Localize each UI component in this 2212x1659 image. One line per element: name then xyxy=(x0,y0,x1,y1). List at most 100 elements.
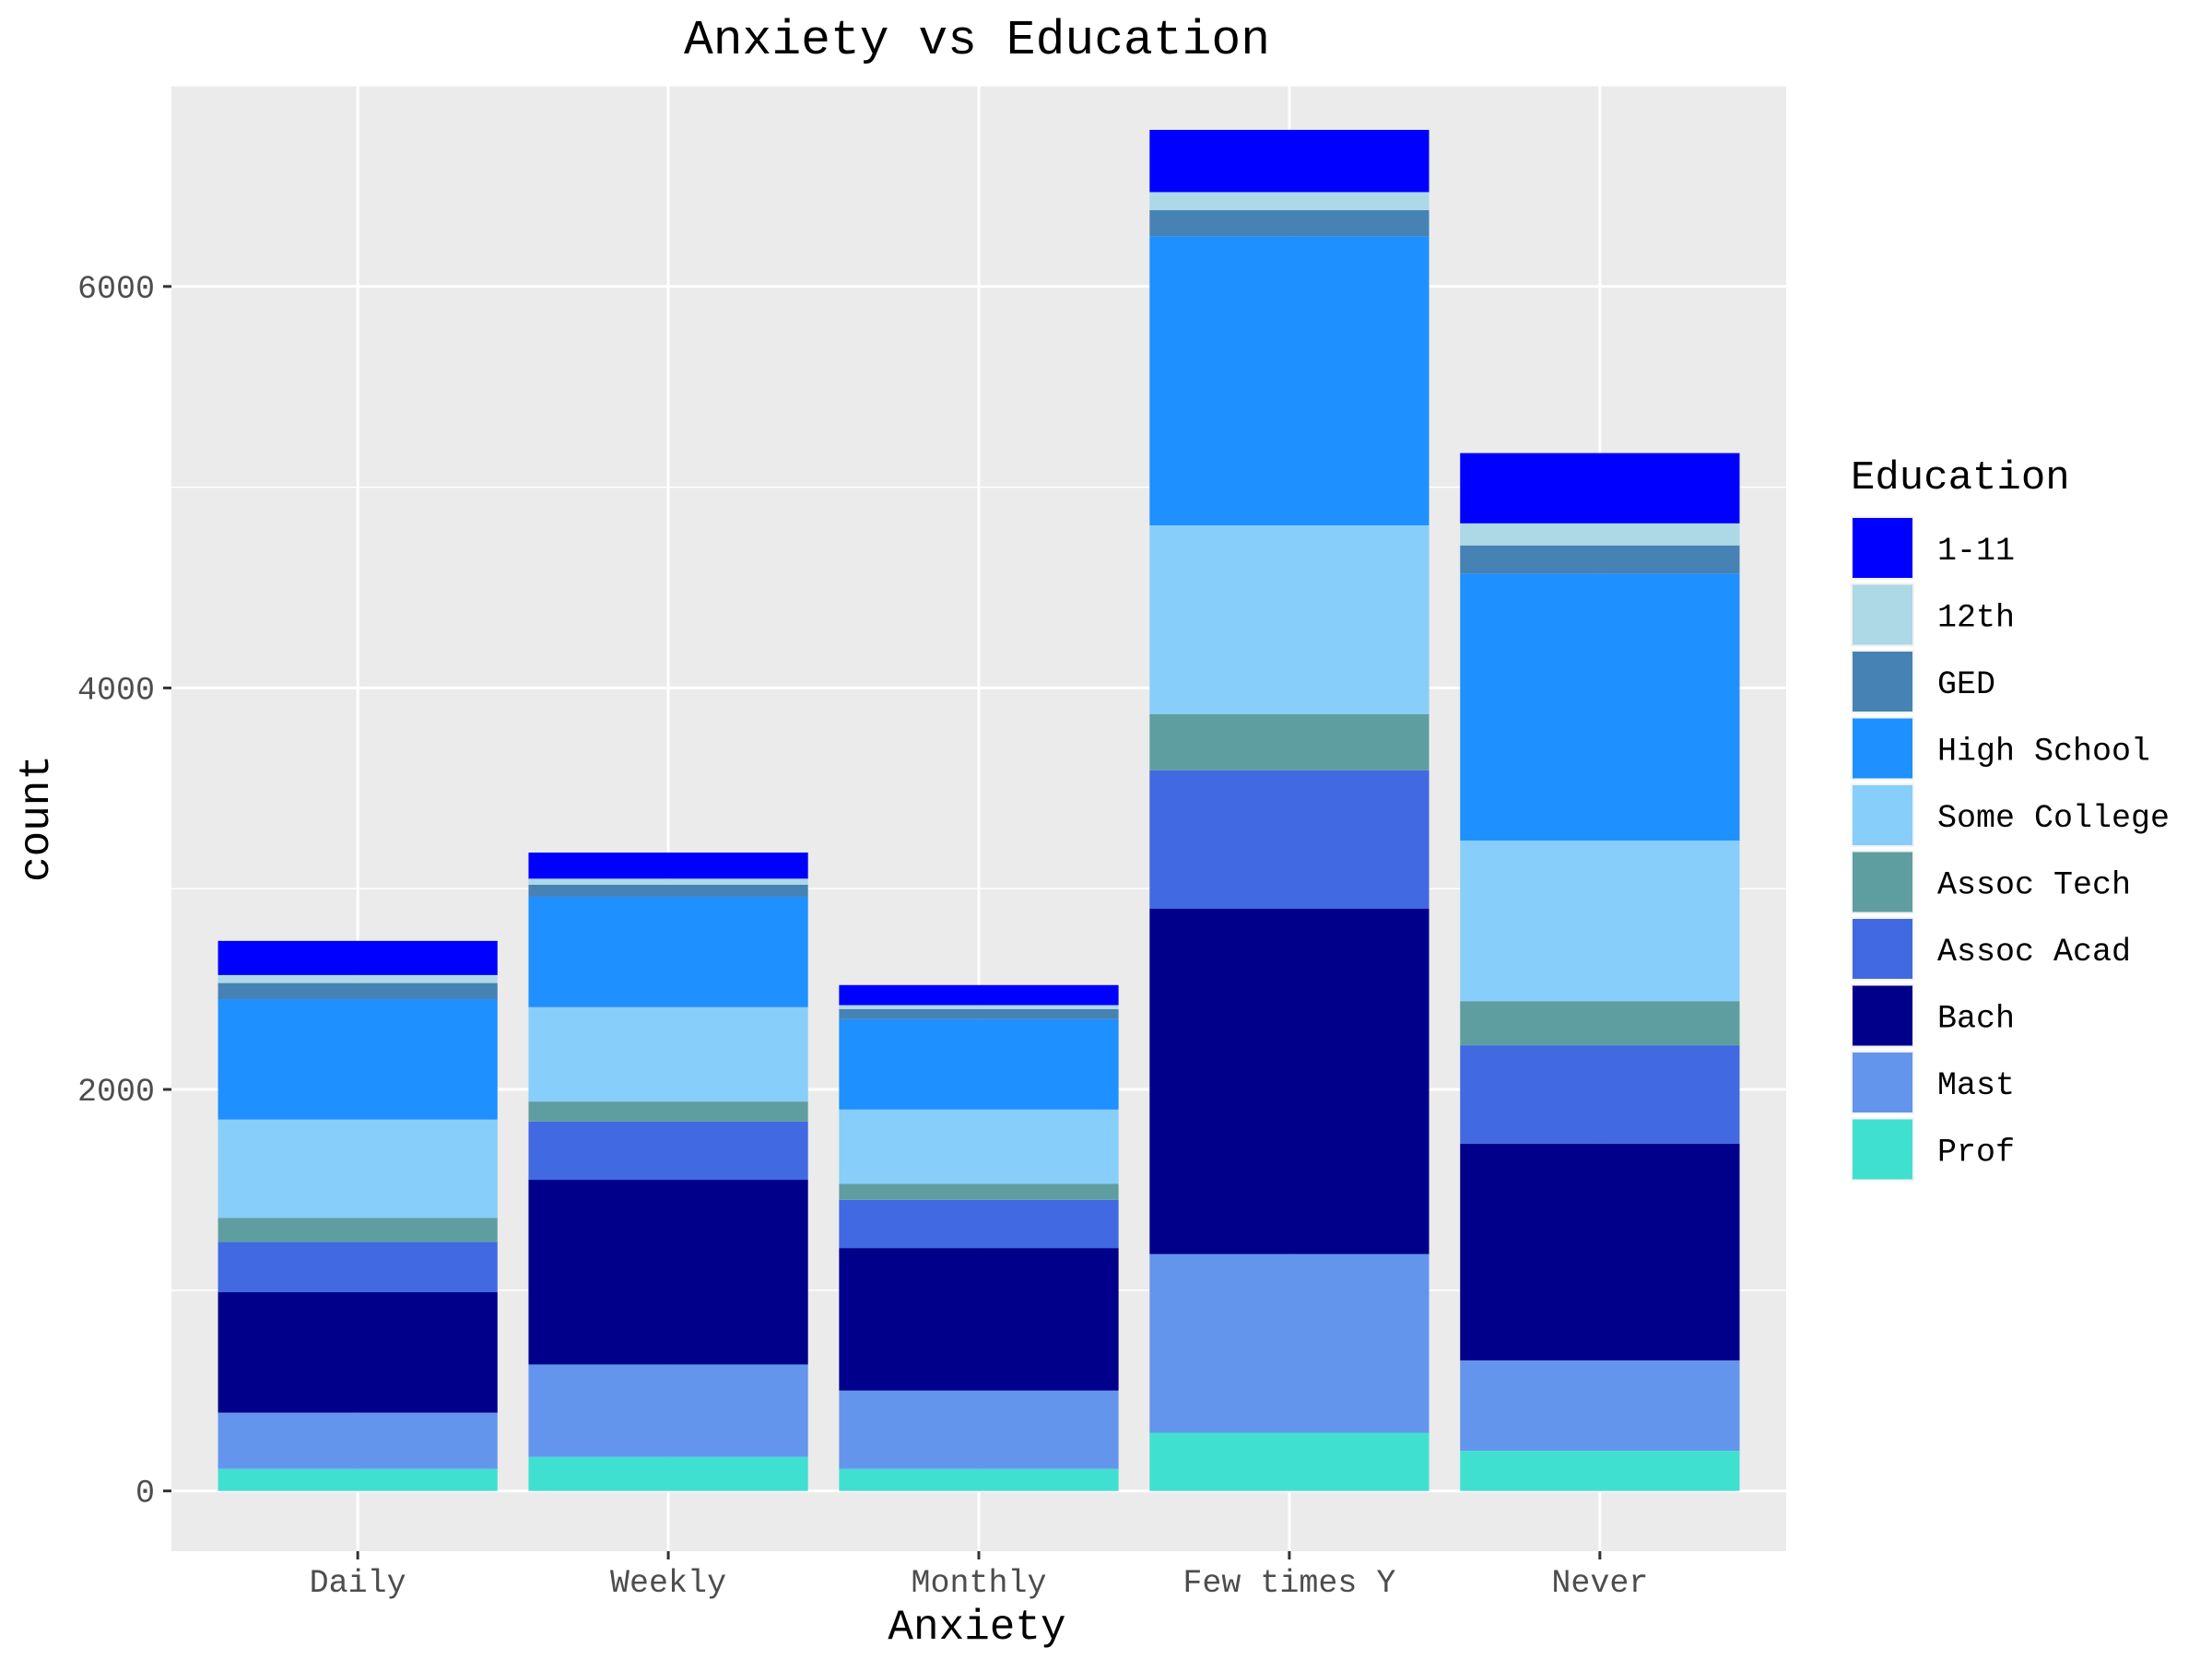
bar-segment xyxy=(528,878,808,885)
bar-segment xyxy=(1149,525,1430,714)
bar-segment xyxy=(1460,1045,1740,1144)
x-axis: Daily Weekly Monthly Few times Y Never xyxy=(310,1551,1648,1602)
y-tick-label: 2000 xyxy=(77,1074,155,1111)
bar-segment xyxy=(839,1390,1119,1469)
bar-segment xyxy=(528,1101,808,1122)
bar-stack xyxy=(1460,453,1740,1491)
x-tick-label: Few times Y xyxy=(1182,1565,1395,1602)
bar-segment xyxy=(528,1456,808,1491)
legend-swatch xyxy=(1853,985,1912,1046)
x-tick-label: Monthly xyxy=(911,1565,1046,1602)
bar-segment xyxy=(218,1119,498,1218)
bar-segment xyxy=(218,1241,498,1293)
legend-item: Bach xyxy=(1851,983,2015,1048)
x-tick-label: Daily xyxy=(310,1565,406,1602)
legend-item: High School xyxy=(1851,716,2150,781)
bar-segment xyxy=(839,1183,1119,1200)
x-tick-label: Never xyxy=(1551,1565,1648,1602)
legend-item: GED xyxy=(1851,650,1995,713)
legend-item: Some College xyxy=(1851,783,2170,847)
chart-title: Anxiety vs Education xyxy=(684,13,1270,68)
bar-segment xyxy=(1460,1143,1740,1361)
y-tick-label: 4000 xyxy=(77,672,155,709)
bar-segment xyxy=(218,1292,498,1413)
legend-item: Mast xyxy=(1851,1051,2015,1114)
bar-segment xyxy=(1460,573,1740,841)
bar-stack xyxy=(1149,129,1430,1491)
bar-segment xyxy=(218,999,498,1120)
legend-swatch xyxy=(1853,652,1912,712)
bar-segment xyxy=(1460,1360,1740,1452)
bar-segment xyxy=(218,1412,498,1469)
bar-segment xyxy=(528,1180,808,1365)
bar-segment xyxy=(1149,129,1430,193)
legend-swatch xyxy=(1853,919,1912,979)
x-tick-label: Weekly xyxy=(610,1565,726,1602)
bar-segment xyxy=(1149,713,1430,771)
bar-segment xyxy=(1460,840,1740,1002)
legend-swatch xyxy=(1853,1053,1912,1112)
bar-segment xyxy=(1149,909,1430,1254)
legend-swatch xyxy=(1853,518,1912,578)
bar-segment xyxy=(839,1468,1119,1491)
legend-label: Prof xyxy=(1937,1135,2015,1171)
legend-label: Bach xyxy=(1937,1001,2015,1038)
bar-segment xyxy=(839,1109,1119,1184)
y-tick-label: 0 xyxy=(135,1476,155,1512)
bar-segment xyxy=(1460,523,1740,546)
bar-segment xyxy=(839,984,1119,1006)
bar-segment xyxy=(1460,1451,1740,1491)
legend-label: Mast xyxy=(1937,1067,2015,1104)
bar-segment xyxy=(1149,210,1430,237)
x-axis-title: Anxiety xyxy=(888,1604,1065,1652)
bar-segment xyxy=(528,853,808,879)
bar-segment xyxy=(528,896,808,1007)
bar-segment xyxy=(839,1005,1119,1009)
legend: Education 1-11 12th GED High School Some Col… xyxy=(1851,455,2170,1182)
legend-swatch xyxy=(1853,852,1912,912)
bar-segment xyxy=(839,1008,1119,1019)
legend-swatch xyxy=(1853,718,1912,779)
bar-segment xyxy=(1149,770,1430,910)
legend-swatch xyxy=(1853,584,1912,645)
legend-item: Assoc Tech xyxy=(1851,850,2131,914)
bar-segment xyxy=(839,1248,1119,1391)
y-axis-title: count xyxy=(13,755,61,882)
bar-segment xyxy=(218,982,498,1000)
legend-item: 12th xyxy=(1851,582,2015,647)
bar-stack xyxy=(218,940,498,1491)
bar-stack xyxy=(839,984,1119,1491)
bars xyxy=(218,129,1740,1491)
bar-segment xyxy=(1149,236,1430,525)
legend-item: 1-11 xyxy=(1851,516,2015,580)
bar-segment xyxy=(839,1018,1119,1110)
legend-swatch xyxy=(1853,1119,1912,1180)
bar-segment xyxy=(1149,1253,1430,1433)
legend-label: Assoc Tech xyxy=(1937,867,2131,904)
y-tick-label: 6000 xyxy=(77,271,155,308)
legend-label: High School xyxy=(1937,734,2150,771)
y-axis: 0 2000 4000 6000 xyxy=(77,271,171,1512)
bar-segment xyxy=(218,974,498,983)
legend-swatch xyxy=(1853,785,1912,845)
bar-segment xyxy=(1460,1001,1740,1046)
legend-item: Assoc Acad xyxy=(1851,917,2131,981)
bar-segment xyxy=(839,1199,1119,1249)
bar-segment xyxy=(1460,545,1740,574)
legend-label: Some College xyxy=(1937,800,2170,837)
legend-label: GED xyxy=(1937,666,1995,703)
bar-segment xyxy=(528,1006,808,1102)
bar-segment xyxy=(1149,192,1430,211)
bar-segment xyxy=(218,1468,498,1491)
bar-segment xyxy=(528,1121,808,1181)
bar-segment xyxy=(528,884,808,897)
legend-label: 1-11 xyxy=(1937,533,2015,570)
bar-segment xyxy=(1460,453,1740,524)
bar-segment xyxy=(528,1364,808,1457)
legend-label: Assoc Acad xyxy=(1937,934,2131,971)
legend-item: Prof xyxy=(1851,1117,2015,1182)
legend-label: 12th xyxy=(1937,600,2015,637)
bar-segment xyxy=(1149,1432,1430,1491)
legend-title: Education xyxy=(1851,455,2070,501)
